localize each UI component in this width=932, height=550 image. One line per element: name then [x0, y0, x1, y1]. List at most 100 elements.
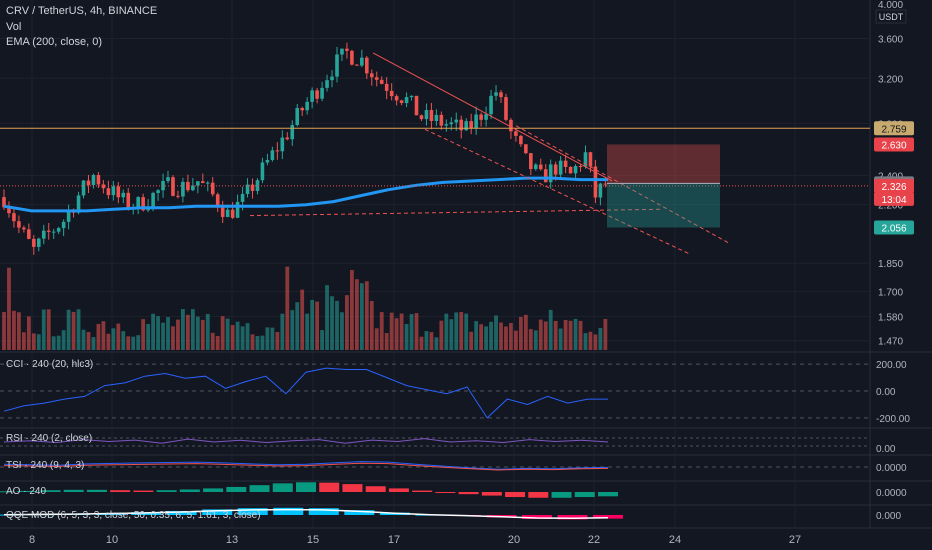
candle-body: [365, 57, 369, 74]
candle-body: [27, 229, 31, 239]
volume-bar: [434, 337, 439, 350]
qqe-bar: [273, 507, 304, 515]
volume-bar: [51, 336, 56, 350]
candle-body: [245, 184, 250, 194]
ao-bar: [40, 490, 61, 492]
x-tick: 8: [29, 534, 35, 546]
candle-body: [509, 119, 513, 132]
volume-bar: [121, 331, 126, 350]
price-tick: 3.200: [878, 74, 903, 85]
volume-bar: [66, 309, 71, 350]
candle-body: [2, 197, 6, 208]
candle-body: [46, 230, 51, 232]
candle-body: [573, 166, 578, 174]
candle-body: [350, 50, 354, 65]
price-tag-bg: [874, 178, 914, 193]
candle-body: [151, 192, 155, 208]
tsi-signal-line: [3, 462, 609, 471]
volume-bar: [494, 315, 498, 350]
candle-body: [454, 119, 459, 123]
volume-bar: [459, 312, 464, 350]
volume-bar: [518, 316, 523, 350]
volume-bar: [399, 313, 404, 350]
volume-bar: [12, 310, 16, 350]
candle-body: [499, 92, 503, 98]
qqe-bar: [521, 515, 552, 519]
candle-body: [404, 97, 409, 104]
currency-box: [875, 9, 907, 24]
candle-body: [558, 160, 563, 175]
candle-body: [593, 166, 598, 198]
volume-bar: [111, 328, 116, 350]
price-tick: 3.600: [878, 35, 903, 46]
cci-line: [3, 367, 608, 419]
volume-bar: [384, 333, 389, 350]
candle-body: [474, 114, 478, 129]
ao-bar: [110, 490, 131, 492]
volume-bar: [364, 281, 369, 350]
volume-bar: [528, 329, 533, 350]
ao-bar: [226, 486, 247, 492]
candle-body: [568, 166, 573, 174]
rsi-tick: 0.00: [876, 444, 896, 455]
volume-bar: [235, 321, 240, 350]
candle-body: [384, 83, 389, 91]
candle-body: [240, 193, 245, 202]
volume-bar: [563, 319, 568, 350]
ao-bar: [365, 486, 386, 492]
volume-bar: [340, 312, 344, 350]
stop-loss-zone: [607, 144, 720, 184]
volume-bar: [280, 313, 285, 350]
volume-group: [2, 266, 608, 350]
volume-bar: [190, 309, 195, 350]
volume-bar: [374, 328, 379, 350]
tsi-line: [3, 461, 609, 470]
volume-bar: [290, 310, 295, 350]
candle-body: [191, 185, 195, 191]
qqe-bar: [202, 509, 233, 515]
candle-body: [419, 115, 424, 120]
candle-body: [325, 80, 329, 88]
volume-bar: [215, 336, 220, 350]
candle-body: [598, 183, 603, 198]
candle-body: [374, 77, 379, 80]
candle-body: [489, 95, 493, 115]
qqe-line: [3, 508, 609, 520]
ao-bar: [574, 492, 595, 498]
volume-bar: [61, 330, 66, 350]
qqe-label: QQE MOD (6, 5, 3, 3, close, 50, 0.35, 6,…: [6, 510, 261, 521]
candle-body: [583, 152, 588, 167]
candle-body: [464, 121, 469, 131]
volume-bar: [76, 309, 81, 350]
support-dashed: [249, 208, 661, 217]
candle-body: [141, 197, 145, 211]
qqe-bar: [593, 515, 623, 519]
volume-bar: [101, 321, 106, 350]
x-tick: 22: [588, 534, 600, 546]
candle-body: [394, 96, 399, 101]
volume-bar: [543, 321, 548, 350]
volume-bar: [151, 313, 155, 350]
candle-body: [538, 164, 543, 170]
x-tick: 20: [508, 534, 520, 546]
candle-body: [255, 180, 260, 191]
volume-bar: [91, 337, 96, 350]
volume-bar: [220, 316, 225, 350]
candle-body: [220, 207, 225, 217]
volume-bar: [200, 319, 205, 350]
volume-bar: [429, 332, 434, 350]
volume-label: Vol: [6, 21, 22, 33]
volume-bar: [250, 334, 255, 350]
tsi-tick: 0.0000: [876, 463, 907, 474]
price-tick: 4.000: [878, 0, 903, 11]
candle-body: [514, 131, 518, 136]
candle-body: [563, 160, 568, 167]
volume-bar: [509, 323, 513, 350]
cci-label: CCI · 240 (20, hlc3): [6, 359, 94, 370]
candle-body: [270, 150, 275, 161]
candle-body: [275, 150, 280, 152]
volume-bar: [464, 313, 469, 350]
volume-bar: [553, 320, 558, 350]
candle-body: [96, 175, 101, 185]
